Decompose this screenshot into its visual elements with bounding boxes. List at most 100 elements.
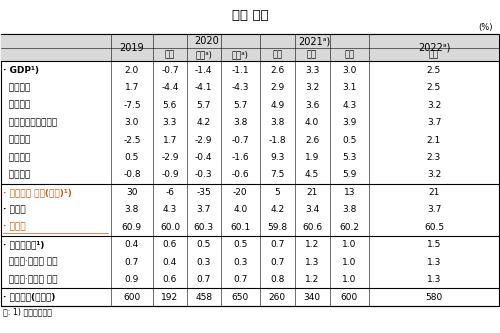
Text: -35: -35 (196, 188, 211, 197)
Text: 상반: 상반 (165, 51, 175, 60)
Text: 상품수입: 상품수입 (4, 170, 30, 179)
Text: -0.4: -0.4 (195, 153, 212, 162)
Text: 4.0: 4.0 (305, 118, 320, 127)
Text: 2.5: 2.5 (427, 83, 441, 92)
Text: 1.7: 1.7 (124, 83, 139, 92)
Text: (%): (%) (478, 23, 492, 32)
Text: 580: 580 (426, 293, 442, 302)
Text: 0.5: 0.5 (233, 240, 248, 249)
Text: 0.6: 0.6 (163, 240, 177, 249)
Text: -4.3: -4.3 (232, 83, 249, 92)
Text: 3.7: 3.7 (196, 205, 211, 214)
Text: 지식재산생산물투자: 지식재산생산물투자 (4, 118, 58, 127)
Text: 3.3: 3.3 (163, 118, 177, 127)
Text: 5: 5 (274, 188, 280, 197)
Text: -1.8: -1.8 (268, 136, 286, 145)
Text: 2019: 2019 (120, 43, 144, 53)
Text: 1.0: 1.0 (342, 275, 356, 284)
Text: 60.6: 60.6 (302, 223, 322, 232)
Text: 설비투자: 설비투자 (4, 101, 30, 110)
Text: 60.1: 60.1 (230, 223, 250, 232)
Text: · 고용률: · 고용률 (4, 223, 26, 232)
Text: 0.7: 0.7 (196, 275, 211, 284)
Text: 5.7: 5.7 (233, 101, 248, 110)
Text: 1.3: 1.3 (427, 275, 441, 284)
Text: -2.9: -2.9 (195, 136, 212, 145)
Text: 2.5: 2.5 (427, 66, 441, 75)
Text: 0.5: 0.5 (196, 240, 211, 249)
Text: 농산물·석유류 제외: 농산물·석유류 제외 (4, 275, 58, 284)
Text: -20: -20 (233, 188, 248, 197)
Text: -6: -6 (166, 188, 174, 197)
Text: 하반ᵃ): 하반ᵃ) (196, 51, 212, 60)
Text: 3.0: 3.0 (124, 118, 139, 127)
Text: 2.3: 2.3 (427, 153, 441, 162)
Text: 3.7: 3.7 (427, 205, 441, 214)
Text: 상품수출: 상품수출 (4, 153, 30, 162)
Text: 0.7: 0.7 (233, 275, 248, 284)
Text: 1.3: 1.3 (305, 258, 320, 267)
Text: -1.6: -1.6 (232, 153, 249, 162)
Text: 3.7: 3.7 (427, 118, 441, 127)
Text: 경제 전망: 경제 전망 (232, 9, 268, 22)
Text: 4.3: 4.3 (342, 101, 356, 110)
Text: 2.6: 2.6 (305, 136, 320, 145)
Text: 3.6: 3.6 (305, 101, 320, 110)
Text: 4.2: 4.2 (270, 205, 284, 214)
Text: 7.5: 7.5 (270, 170, 284, 179)
Text: 1.2: 1.2 (305, 240, 320, 249)
Text: 연간: 연간 (429, 51, 439, 60)
Text: 2022ᵃ): 2022ᵃ) (418, 43, 450, 53)
Text: 4.2: 4.2 (196, 118, 211, 127)
Text: 식료품·에너지 제외: 식료품·에너지 제외 (4, 258, 58, 267)
Text: 3.0: 3.0 (342, 66, 356, 75)
Text: 1.2: 1.2 (305, 275, 320, 284)
Text: 0.6: 0.6 (163, 275, 177, 284)
Text: -0.7: -0.7 (161, 66, 179, 75)
Text: 0.3: 0.3 (233, 258, 248, 267)
Text: 3.9: 3.9 (342, 118, 356, 127)
Text: 3.2: 3.2 (305, 83, 320, 92)
Text: 1.9: 1.9 (305, 153, 320, 162)
Text: -4.4: -4.4 (162, 83, 178, 92)
Text: 4.0: 4.0 (233, 205, 248, 214)
Text: 2.9: 2.9 (270, 83, 284, 92)
Text: 건설투자: 건설투자 (4, 136, 30, 145)
Text: 21: 21 (428, 188, 440, 197)
Text: 600: 600 (341, 293, 358, 302)
Text: -7.5: -7.5 (123, 101, 140, 110)
Text: 2.0: 2.0 (125, 66, 139, 75)
Text: 5.6: 5.6 (163, 101, 177, 110)
Text: 0.7: 0.7 (124, 258, 139, 267)
Text: 0.4: 0.4 (163, 258, 177, 267)
Text: 340: 340 (304, 293, 320, 302)
Text: 민간소비: 민간소비 (4, 83, 30, 92)
Text: 60.0: 60.0 (160, 223, 180, 232)
Text: 1.3: 1.3 (427, 258, 441, 267)
Text: 1.0: 1.0 (342, 240, 356, 249)
Text: · GDP¹): · GDP¹) (4, 66, 40, 75)
Text: 458: 458 (195, 293, 212, 302)
Text: 4.9: 4.9 (270, 101, 284, 110)
Text: 600: 600 (124, 293, 140, 302)
Text: 1.5: 1.5 (427, 240, 441, 249)
Text: 0.5: 0.5 (124, 153, 139, 162)
Text: 3.8: 3.8 (124, 205, 139, 214)
Text: 3.2: 3.2 (427, 101, 441, 110)
Text: -0.3: -0.3 (195, 170, 212, 179)
Text: 0.9: 0.9 (124, 275, 139, 284)
Text: · 소비자물가¹): · 소비자물가¹) (4, 240, 45, 249)
Text: 상반: 상반 (272, 51, 282, 60)
Text: 21: 21 (306, 188, 318, 197)
Text: · 취업자수 증감(만명)¹): · 취업자수 증감(만명)¹) (4, 188, 72, 197)
Bar (2, 34, 498, 306)
Text: -0.6: -0.6 (232, 170, 249, 179)
Text: 2021ᵃ): 2021ᵃ) (298, 36, 331, 46)
Text: 5.9: 5.9 (342, 170, 356, 179)
Text: 0.5: 0.5 (342, 136, 356, 145)
Text: · 경상수지(억달러): · 경상수지(억달러) (4, 293, 56, 302)
Text: 2.6: 2.6 (270, 66, 284, 75)
Text: 0.8: 0.8 (270, 275, 284, 284)
Text: 3.3: 3.3 (305, 66, 320, 75)
Text: 5.7: 5.7 (196, 101, 211, 110)
